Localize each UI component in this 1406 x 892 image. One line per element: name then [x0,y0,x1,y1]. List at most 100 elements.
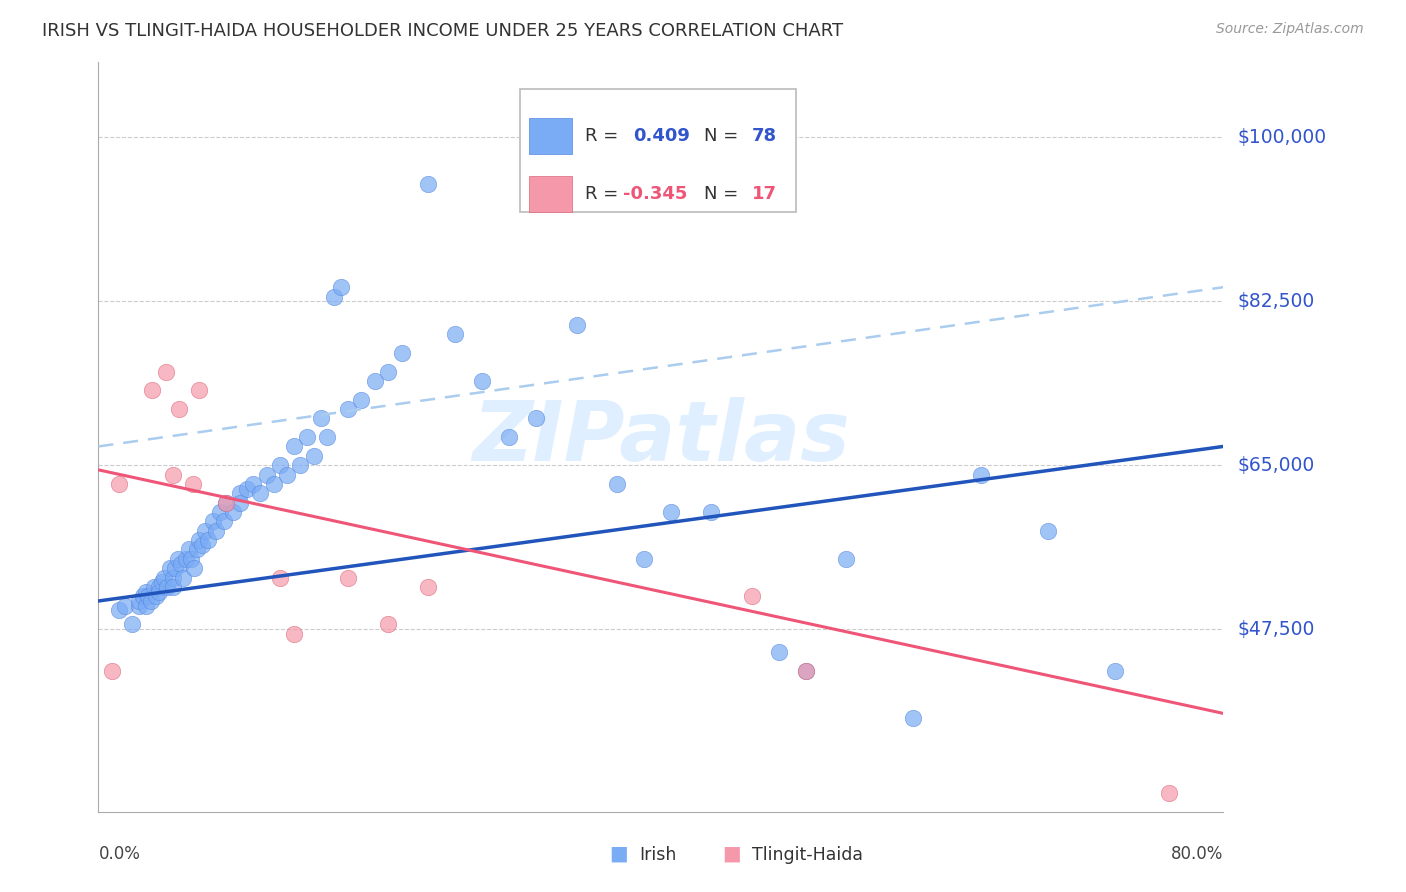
Point [283,440,305,454]
Text: Tlingit-Haida: Tlingit-Haida [752,846,863,863]
Point [903,711,925,725]
Point [659,505,682,519]
Point [444,326,467,341]
Point [159,561,181,575]
Point [107,603,129,617]
Point [162,580,184,594]
Point [183,561,205,575]
Point [132,590,155,604]
Point [121,617,143,632]
Point [180,551,202,566]
Point [377,617,399,632]
Point [139,594,162,608]
Text: 80.0%: 80.0% [1171,845,1223,863]
Point [229,486,252,500]
Point [835,551,858,566]
Text: $47,500: $47,500 [1237,620,1315,639]
Point [269,458,291,473]
Point [336,571,359,585]
Point [142,580,165,594]
Point [229,496,252,510]
Point [309,411,332,425]
Point [197,533,219,547]
Point [177,542,200,557]
Point [155,365,177,379]
Point [222,505,245,519]
Point [172,571,194,585]
Point [391,345,413,359]
Point [256,467,278,482]
Point [141,384,163,398]
Point [269,571,291,585]
Point [169,557,191,571]
Point [323,289,346,303]
Point [145,590,167,604]
FancyBboxPatch shape [520,88,796,212]
Point [215,496,238,510]
Text: 0.409: 0.409 [633,127,689,145]
Point [418,177,440,192]
Point [350,392,373,407]
Point [101,664,124,679]
Text: ▪: ▪ [721,840,741,869]
Text: $65,000: $65,000 [1237,456,1315,475]
Point [316,430,339,444]
Point [201,514,224,528]
Point [794,664,817,679]
Point [107,476,129,491]
Point [768,646,790,660]
Point [188,533,211,547]
Point [136,590,159,604]
Text: 0.0%: 0.0% [98,845,141,863]
Point [606,476,628,491]
Point [188,384,211,398]
Point [242,476,264,491]
Point [167,401,190,416]
Text: $100,000: $100,000 [1237,128,1326,147]
Point [181,476,204,491]
Point [191,538,214,552]
Point [204,524,226,538]
Text: ▪: ▪ [609,840,628,869]
Point [208,505,231,519]
Point [276,467,298,482]
Point [215,496,238,510]
Point [148,580,170,594]
Point [302,449,325,463]
Point [135,599,157,613]
Point [290,458,312,473]
Text: 17: 17 [752,185,778,202]
Point [156,580,179,594]
Text: $82,500: $82,500 [1237,292,1315,310]
Text: Irish: Irish [640,846,678,863]
Bar [529,176,572,211]
Text: 78: 78 [752,127,778,145]
Point [1036,524,1059,538]
Point [794,664,817,679]
Point [524,411,547,425]
Point [565,318,588,332]
Text: Source: ZipAtlas.com: Source: ZipAtlas.com [1216,22,1364,37]
Point [1159,786,1181,800]
Point [297,430,319,444]
Point [194,524,217,538]
Point [633,551,655,566]
Text: R =: R = [585,127,624,145]
Point [174,551,197,566]
Point [212,514,235,528]
Point [1104,664,1126,679]
Text: R =: R = [585,185,624,202]
Point [336,401,359,416]
Point [263,476,285,491]
Point [162,571,184,585]
Point [498,430,520,444]
Point [471,374,494,388]
Point [186,542,208,557]
Point [283,626,305,640]
Point [418,580,440,594]
Text: N =: N = [703,185,744,202]
Text: ZIPatlas: ZIPatlas [472,397,849,477]
Point [165,561,187,575]
Text: N =: N = [703,127,744,145]
Point [970,467,993,482]
